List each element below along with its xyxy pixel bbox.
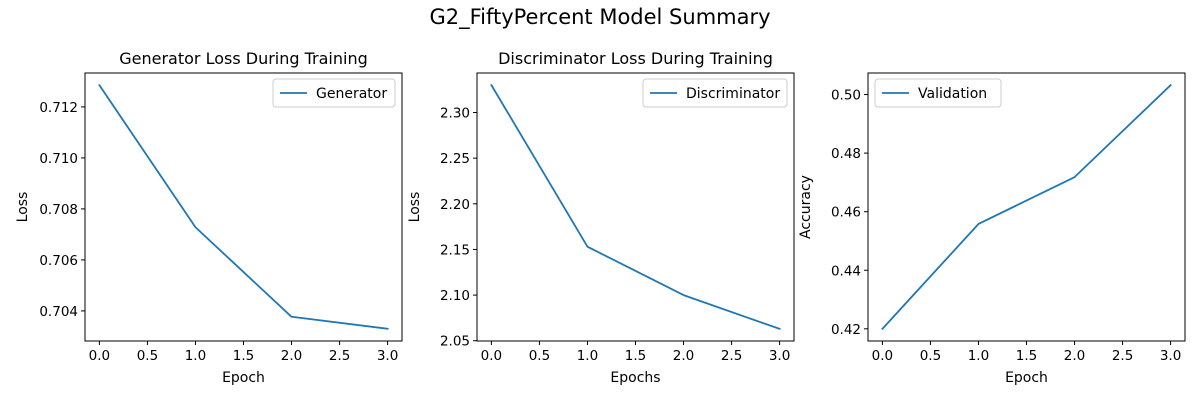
subplot-3: 0.0 0.5 1.0 1.5 2.0 2.5 3.0 0.42 0.44 0.46 0.48 0.5… bbox=[798, 72, 1186, 386]
y-tick-label: 2.30 bbox=[440, 106, 470, 122]
series-line-validation bbox=[881, 83, 1172, 331]
legend-frame bbox=[874, 78, 1002, 108]
legend-frame bbox=[272, 78, 396, 108]
x-tick-label: 3.0 bbox=[377, 348, 398, 364]
y-tick-label: 0.706 bbox=[39, 253, 78, 269]
y-tick-label: 2.05 bbox=[440, 334, 470, 350]
x-tick-label: 1.5 bbox=[625, 348, 646, 364]
x-tick-label: 2.0 bbox=[673, 348, 694, 364]
subplot-1: Generator Loss During Training 0.0 0.5 1.0 1… bbox=[15, 49, 403, 386]
subplot-title: Discriminator Loss During Training bbox=[498, 49, 773, 68]
series-line-discriminator bbox=[490, 83, 781, 331]
legend: Validation bbox=[874, 78, 1002, 108]
series-line-generator bbox=[98, 83, 389, 330]
x-tick-label: 3.0 bbox=[1160, 348, 1181, 364]
x-tick-label: 0.5 bbox=[137, 348, 158, 364]
legend-label: Discriminator bbox=[686, 86, 780, 102]
x-axis-label: Epoch bbox=[1005, 370, 1048, 386]
x-tick-label: 0.5 bbox=[920, 348, 941, 364]
y-axis-label: Accuracy bbox=[798, 175, 814, 239]
plot-area-frame bbox=[476, 72, 795, 342]
legend-label: Generator bbox=[316, 86, 387, 102]
y-tick-label: 0.46 bbox=[831, 205, 861, 221]
y-tick-label: 0.42 bbox=[831, 322, 861, 338]
y-tick-label: 2.25 bbox=[440, 151, 470, 167]
x-axis-label: Epoch bbox=[222, 370, 265, 386]
x-axis-label: Epochs bbox=[610, 370, 660, 386]
x-tick-label: 2.0 bbox=[1064, 348, 1085, 364]
y-tick-label: 0.44 bbox=[831, 263, 861, 279]
y-tick-label: 2.20 bbox=[440, 197, 470, 213]
x-tick-label: 1.0 bbox=[968, 348, 989, 364]
subplots: Generator Loss During Training 0.0 0.5 1.0 1… bbox=[15, 49, 1186, 386]
x-tick-label: 0.0 bbox=[872, 348, 893, 364]
x-tick-label: 1.0 bbox=[185, 348, 206, 364]
y-tick-label: 0.708 bbox=[39, 202, 78, 218]
legend: Generator bbox=[272, 78, 396, 108]
x-tick-label: 0.0 bbox=[89, 348, 110, 364]
y-tick-label: 2.15 bbox=[440, 242, 470, 258]
legend-frame bbox=[642, 78, 788, 108]
x-tick-label: 0.0 bbox=[481, 348, 502, 364]
x-tick-label: 1.0 bbox=[577, 348, 598, 364]
legend: Discriminator bbox=[642, 78, 788, 108]
y-tick-label: 0.48 bbox=[831, 146, 861, 162]
subplot-title: Generator Loss During Training bbox=[119, 49, 368, 68]
plot-area-frame bbox=[84, 72, 403, 342]
y-tick-label: 0.50 bbox=[831, 88, 861, 104]
x-tick-label: 0.5 bbox=[529, 348, 550, 364]
legend-label: Validation bbox=[918, 86, 987, 102]
x-tick-label: 2.5 bbox=[721, 348, 742, 364]
x-tick-label: 1.5 bbox=[1016, 348, 1037, 364]
x-tick-label: 1.5 bbox=[233, 348, 254, 364]
x-tick-label: 3.0 bbox=[769, 348, 790, 364]
x-tick-label: 2.0 bbox=[281, 348, 302, 364]
y-tick-label: 2.10 bbox=[440, 288, 470, 304]
figure-title: G2_FiftyPercent Model Summary bbox=[429, 5, 770, 30]
x-tick-label: 2.5 bbox=[1112, 348, 1133, 364]
y-tick-label: 0.704 bbox=[39, 304, 78, 320]
subplot-2: Discriminator Loss During Training 0.0 0.5… bbox=[407, 49, 795, 386]
plot-area-frame bbox=[867, 72, 1186, 342]
y-axis-label: Loss bbox=[407, 192, 423, 223]
x-tick-label: 2.5 bbox=[329, 348, 350, 364]
y-tick-label: 0.710 bbox=[39, 151, 78, 167]
y-tick-label: 0.712 bbox=[39, 100, 78, 116]
y-axis-label: Loss bbox=[15, 192, 31, 223]
